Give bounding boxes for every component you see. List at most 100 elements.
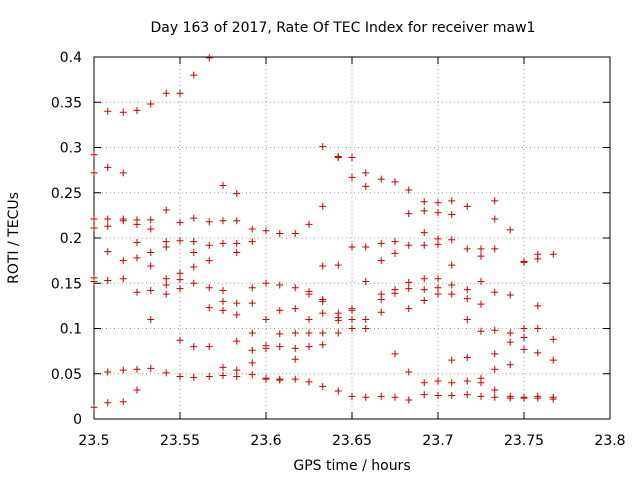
data-point bbox=[133, 254, 141, 262]
data-point bbox=[104, 368, 112, 376]
data-point bbox=[276, 306, 284, 314]
data-point bbox=[405, 285, 413, 293]
data-point bbox=[276, 229, 284, 237]
data-point bbox=[362, 325, 370, 332]
data-point bbox=[248, 238, 256, 246]
data-point bbox=[520, 325, 528, 332]
data-point bbox=[549, 250, 557, 258]
data-point bbox=[190, 343, 198, 351]
data-point bbox=[377, 296, 385, 304]
data-point bbox=[377, 392, 385, 400]
data-point bbox=[463, 377, 471, 385]
data-point bbox=[276, 376, 284, 384]
data-point bbox=[506, 226, 514, 234]
data-point bbox=[262, 344, 270, 352]
data-point bbox=[162, 281, 170, 289]
x-tick-label: 23.6 bbox=[250, 433, 281, 449]
data-point bbox=[90, 151, 98, 159]
data-point bbox=[506, 329, 514, 337]
data-point bbox=[147, 315, 155, 323]
data-point bbox=[491, 326, 499, 334]
y-tick-labels: 0 0.05 0.1 0.15 0.2 0.25 0.3 0.35 0.4 bbox=[51, 50, 82, 428]
data-point bbox=[463, 202, 471, 210]
data-point bbox=[119, 398, 127, 406]
data-point bbox=[176, 219, 184, 227]
data-point bbox=[248, 371, 256, 379]
data-point bbox=[233, 248, 241, 256]
data-point bbox=[233, 337, 241, 345]
x-tick-label: 23.5 bbox=[78, 433, 109, 449]
data-point bbox=[162, 206, 170, 214]
data-point bbox=[534, 302, 542, 310]
data-point bbox=[520, 258, 528, 266]
data-point bbox=[305, 315, 313, 323]
data-point bbox=[276, 281, 284, 289]
data-point bbox=[119, 366, 127, 374]
data-point bbox=[291, 355, 299, 363]
data-point bbox=[463, 245, 471, 253]
data-point bbox=[205, 372, 213, 380]
data-point bbox=[176, 276, 184, 284]
data-point bbox=[434, 284, 442, 292]
data-point bbox=[477, 300, 485, 308]
data-point bbox=[248, 299, 256, 307]
data-point bbox=[348, 173, 356, 181]
data-point bbox=[291, 229, 299, 237]
data-point bbox=[291, 375, 299, 383]
data-point bbox=[434, 377, 442, 385]
data-point bbox=[491, 288, 499, 296]
data-point bbox=[491, 245, 499, 253]
data-point bbox=[434, 240, 442, 248]
x-tick-label: 23.65 bbox=[332, 433, 372, 449]
data-point bbox=[205, 304, 213, 312]
data-point bbox=[276, 343, 284, 351]
data-point bbox=[291, 284, 299, 292]
y-tick-label: 0.15 bbox=[51, 276, 82, 292]
data-point bbox=[147, 100, 155, 108]
plot-frame bbox=[93, 56, 611, 420]
data-point bbox=[176, 285, 184, 293]
data-point bbox=[176, 269, 184, 277]
data-point bbox=[477, 245, 485, 253]
data-point bbox=[147, 262, 155, 270]
data-point bbox=[463, 286, 471, 294]
data-point bbox=[448, 290, 456, 298]
data-point bbox=[176, 237, 184, 245]
data-point bbox=[119, 275, 127, 283]
data-point bbox=[463, 391, 471, 399]
data-point bbox=[219, 239, 227, 247]
data-point bbox=[219, 182, 227, 190]
data-point bbox=[448, 210, 456, 218]
data-point bbox=[362, 243, 370, 251]
data-point bbox=[362, 393, 370, 401]
x-tick-labels: 23.5 23.55 23.6 23.65 23.7 23.75 23.8 bbox=[78, 433, 625, 449]
data-point bbox=[491, 197, 499, 205]
data-point bbox=[162, 89, 170, 97]
data-point bbox=[319, 382, 327, 390]
data-point bbox=[162, 290, 170, 298]
data-point bbox=[219, 363, 227, 371]
data-point bbox=[448, 356, 456, 364]
data-point bbox=[104, 215, 112, 223]
data-point bbox=[491, 365, 499, 373]
data-point bbox=[405, 278, 413, 286]
data-point bbox=[391, 289, 399, 297]
data-point bbox=[448, 379, 456, 387]
data-point bbox=[534, 394, 542, 402]
data-point bbox=[291, 305, 299, 313]
data-point bbox=[434, 275, 442, 283]
data-point bbox=[420, 379, 428, 387]
data-point bbox=[334, 329, 342, 337]
x-tick-label: 23.55 bbox=[160, 433, 200, 449]
data-point bbox=[233, 299, 241, 307]
data-point bbox=[248, 359, 256, 367]
data-point bbox=[276, 330, 284, 338]
data-point bbox=[162, 275, 170, 283]
data-point bbox=[334, 387, 342, 395]
data-point bbox=[147, 225, 155, 233]
data-point bbox=[205, 257, 213, 265]
data-point bbox=[190, 214, 198, 222]
data-point bbox=[248, 346, 256, 354]
data-point bbox=[133, 220, 141, 228]
